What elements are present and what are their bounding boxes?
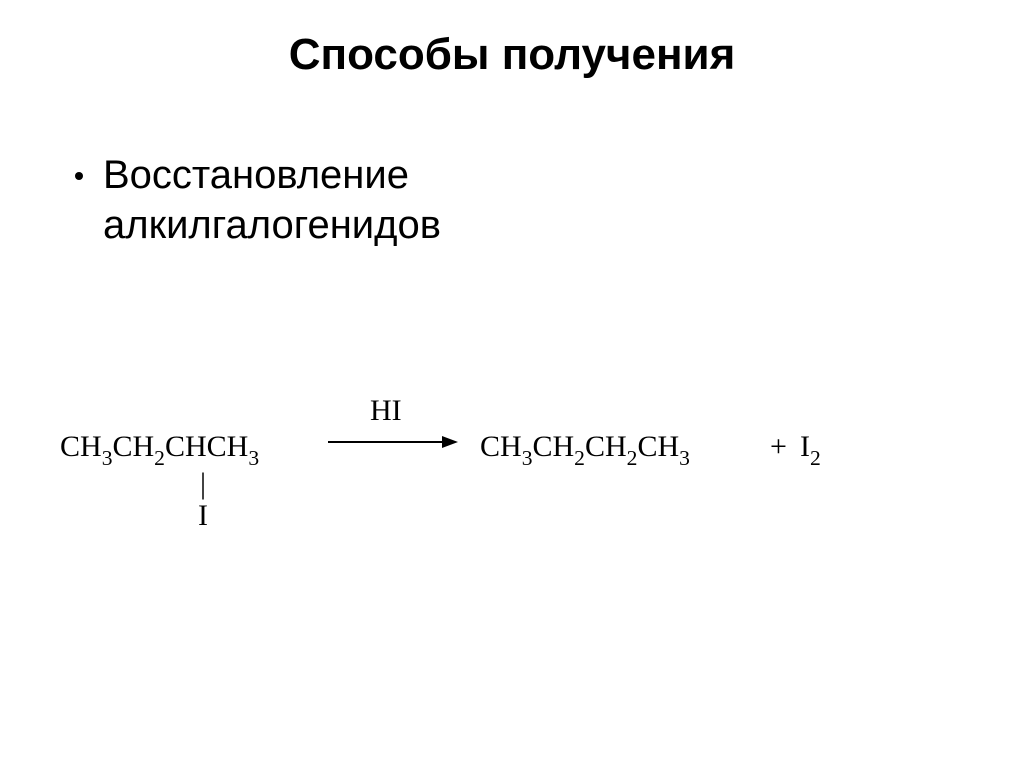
byproduct-sub: 2 bbox=[810, 446, 821, 470]
page-title: Способы получения bbox=[0, 30, 1024, 80]
bullet-item: Восстановление алкилгалогенидов bbox=[75, 150, 441, 250]
bond-bar: | bbox=[198, 468, 208, 500]
reactant-part: CH bbox=[60, 430, 102, 463]
byproduct-part: I bbox=[800, 430, 810, 463]
reactant-molecule: CH3CH2CHCH3 bbox=[60, 430, 259, 469]
reactant-sub: 2 bbox=[154, 446, 165, 470]
product-molecule: CH3CH2CH2CH3 bbox=[480, 430, 690, 469]
product-part: CH bbox=[585, 430, 627, 463]
product-sub: 3 bbox=[679, 446, 690, 470]
product-part: CH bbox=[532, 430, 574, 463]
product-part: CH bbox=[480, 430, 522, 463]
byproduct: I2 bbox=[800, 430, 821, 469]
bullet-dot bbox=[75, 172, 83, 180]
product-sub: 2 bbox=[574, 446, 585, 470]
reaction-arrow bbox=[328, 434, 458, 450]
reaction-scheme: CH3CH2CHCH3 | I HI CH3CH2CH2CH3 + bbox=[60, 390, 980, 560]
arrow-icon bbox=[328, 434, 458, 450]
plus-sign: + bbox=[770, 430, 787, 464]
reagent-label: HI bbox=[370, 394, 402, 428]
product-sub: 3 bbox=[522, 446, 533, 470]
product-part: CH bbox=[637, 430, 679, 463]
reaction-row: CH3CH2CHCH3 | I HI CH3CH2CH2CH3 + bbox=[60, 390, 980, 560]
reactant-sub: 3 bbox=[248, 446, 259, 470]
reactant-part: CH bbox=[112, 430, 154, 463]
reactant-part: CHCH bbox=[165, 430, 248, 463]
substituent: | I bbox=[198, 468, 208, 531]
slide: Способы получения Восстановление алкилга… bbox=[0, 0, 1024, 767]
bullet-text-line1: Восстановление bbox=[103, 150, 441, 200]
product-sub: 2 bbox=[627, 446, 638, 470]
reactant-sub: 3 bbox=[102, 446, 113, 470]
bullet-text: Восстановление алкилгалогенидов bbox=[103, 150, 441, 250]
substituent-atom: I bbox=[198, 500, 208, 532]
bullet-text-line2: алкилгалогенидов bbox=[103, 200, 441, 250]
